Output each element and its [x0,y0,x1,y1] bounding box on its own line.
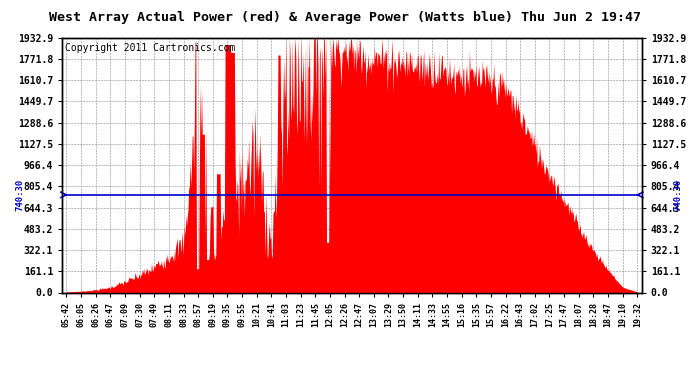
Text: 740:30: 740:30 [15,179,24,211]
Text: 740:30: 740:30 [673,179,682,211]
Text: West Array Actual Power (red) & Average Power (Watts blue) Thu Jun 2 19:47: West Array Actual Power (red) & Average … [49,11,641,24]
Text: Copyright 2011 Cartronics.com: Copyright 2011 Cartronics.com [65,43,235,52]
